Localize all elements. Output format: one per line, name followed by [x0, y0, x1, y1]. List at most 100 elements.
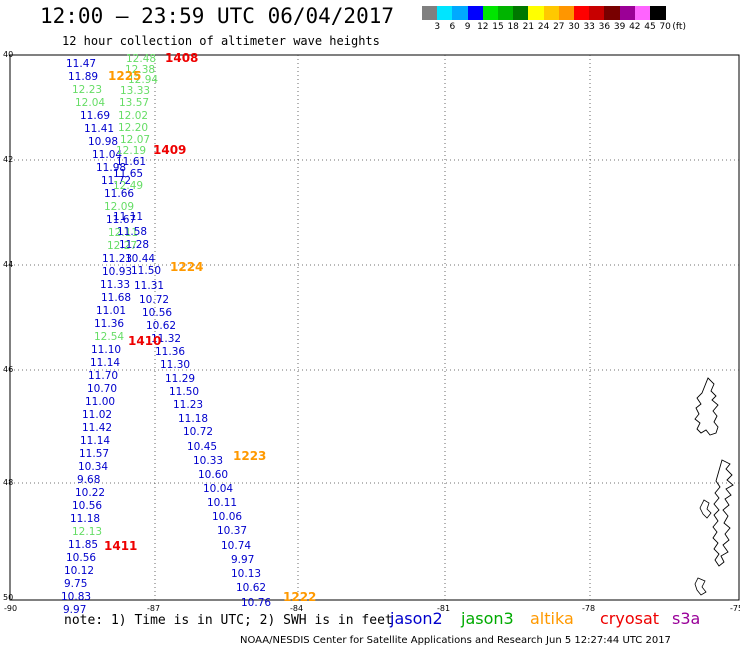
swh-value: 12.07: [120, 134, 151, 146]
swh-value: 10.70: [87, 383, 118, 395]
legend-label: 39: [613, 22, 626, 32]
swh-value: 11.04: [92, 149, 123, 161]
legend-swatch: [467, 6, 484, 20]
swh-value: 12.38: [125, 64, 156, 76]
swh-value: 11.50: [131, 265, 162, 277]
swh-value: 11.33: [100, 279, 131, 291]
legend-label: 45: [644, 22, 656, 32]
swh-value: 11.02: [82, 409, 113, 421]
swh-value: 10.34: [78, 461, 109, 473]
swh-value: 11.58: [117, 226, 148, 238]
longitude-label: -90: [4, 604, 18, 613]
swh-value: 11.72: [101, 175, 132, 187]
swh-value: 12.20: [118, 122, 149, 134]
swh-value: 10.60: [198, 469, 229, 481]
swh-value: 10.56: [72, 500, 103, 512]
swh-value: 10.83: [61, 591, 92, 603]
swh-value: 10.93: [102, 266, 133, 278]
swh-value: 9.75: [64, 578, 88, 590]
legend-swatch: [482, 6, 499, 20]
swh-value: 10.06: [212, 511, 243, 523]
latitude-label: 42: [3, 155, 14, 164]
swh-value: 12.23: [72, 84, 103, 96]
pass-time-label: 1224: [170, 260, 204, 274]
legend-label: 70: [659, 22, 671, 32]
swh-value: 10.62: [146, 320, 177, 332]
swh-value: 12.54: [94, 331, 125, 343]
swh-value: 10.11: [207, 497, 238, 509]
map-frame: [9, 54, 740, 601]
legend-swatch: [437, 6, 454, 20]
swh-value: 10.37: [217, 525, 248, 537]
swh-value: 11.28: [119, 239, 150, 251]
map-grid: [9, 54, 740, 601]
legend-label: 33: [583, 22, 595, 32]
legend-label: 12: [477, 22, 489, 32]
longitude-label: -81: [437, 604, 451, 613]
swh-value: 10.04: [203, 483, 234, 495]
swh-value: 12.48: [126, 53, 157, 65]
footer-note: note: 1) Time is in UTC; 2) SWH is in fe…: [64, 613, 393, 628]
swh-value: 10.45: [187, 441, 218, 453]
latitude-label: 48: [3, 478, 14, 487]
swh-value: 12.49: [113, 180, 144, 192]
legend-label: 27: [553, 22, 565, 32]
swh-value: 11.68: [101, 292, 132, 304]
pass-time-label: 1222: [283, 590, 317, 604]
legend-swatch: [558, 6, 575, 20]
swh-value: 11.11: [113, 211, 144, 223]
map-subtitle: 12 hour collection of altimeter wave hei…: [62, 34, 380, 48]
legend-swatch: [604, 6, 621, 20]
pass-time-label: 1411: [104, 539, 138, 553]
swh-value: 12.11: [108, 227, 139, 239]
satellite-label: s3a: [672, 609, 701, 628]
longitude-label: -78: [582, 604, 596, 613]
legend-swatch: [422, 6, 438, 20]
legend-swatch: [634, 6, 651, 20]
swh-value: 12.19: [116, 145, 147, 157]
legend-swatch: [543, 6, 560, 20]
swh-value: 10.62: [236, 582, 267, 594]
legend-label: 24: [537, 22, 550, 32]
swh-value: 12.09: [104, 201, 135, 213]
longitude-label: -87: [147, 604, 161, 613]
coastline: [694, 377, 734, 596]
legend-label: 6: [449, 22, 456, 32]
swh-value: 10.13: [231, 568, 262, 580]
swh-value: 11.98: [96, 162, 127, 174]
legend-swatch: [452, 6, 469, 20]
swh-value: 10.72: [183, 426, 214, 438]
swh-value: 11.00: [85, 396, 116, 408]
swh-value: 11.30: [160, 359, 191, 371]
legend-swatch: [589, 6, 606, 20]
swh-value: 11.31: [134, 280, 165, 292]
swh-value: 11.36: [155, 346, 186, 358]
swh-value: 11.89: [68, 71, 99, 83]
swh-value: 10.22: [75, 487, 106, 499]
satellite-label: cryosat: [600, 609, 660, 628]
swh-value: 11.57: [79, 448, 110, 460]
legend-swatch: [498, 6, 514, 20]
legend-label: 3: [434, 22, 441, 32]
swh-value: 10.12: [64, 565, 95, 577]
credit-line: NOAA/NESDIS Center for Satellite Applica…: [240, 635, 671, 646]
swh-value: 10.56: [142, 307, 173, 319]
satellite-label: jason3: [461, 609, 514, 628]
swh-value: 13.33: [120, 85, 151, 97]
swh-value: 11.29: [165, 373, 196, 385]
longitude-label: -75: [730, 604, 740, 613]
pass-time-label: 1408: [165, 51, 199, 65]
swh-value: 11.18: [70, 513, 101, 525]
swh-value: 13.57: [119, 97, 150, 109]
swh-value: 10.98: [88, 136, 119, 148]
swh-value: 11.14: [80, 435, 111, 447]
latitude-label: 44: [3, 260, 14, 269]
legend-swatch: [528, 6, 545, 20]
swh-value: 11.41: [84, 123, 115, 135]
swh-value: 11.65: [113, 168, 144, 180]
swh-value: 11.85: [68, 539, 99, 551]
swh-value: 11.23: [173, 399, 204, 411]
longitude-label: -84: [290, 604, 304, 613]
swh-value: 11.18: [178, 413, 209, 425]
